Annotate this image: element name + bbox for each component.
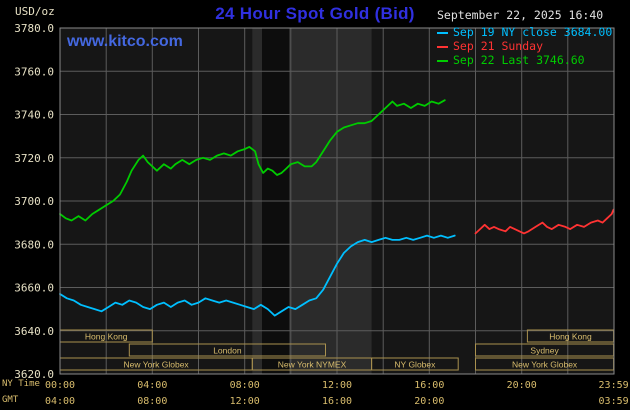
- svg-text:3680.0: 3680.0: [14, 238, 54, 251]
- legend-item-sep21-sunday: Sep 21 Sunday: [437, 39, 612, 53]
- svg-text:3740.0: 3740.0: [14, 109, 54, 122]
- svg-text:16:00: 16:00: [414, 380, 444, 391]
- svg-text:03:59: 03:59: [599, 396, 629, 407]
- svg-text:08:00: 08:00: [230, 380, 260, 391]
- svg-text:3640.0: 3640.0: [14, 325, 54, 338]
- svg-text:3720.0: 3720.0: [14, 152, 54, 165]
- gmt-axis-label: GMT: [2, 395, 19, 405]
- svg-text:20:00: 20:00: [414, 396, 444, 407]
- kitco-watermark-link[interactable]: www.kitco.com: [67, 33, 183, 50]
- svg-text:04:00: 04:00: [45, 396, 75, 407]
- svg-text:London: London: [213, 346, 242, 356]
- svg-text:Sydney: Sydney: [530, 346, 559, 356]
- svg-text:New York NYMEX: New York NYMEX: [278, 360, 347, 370]
- svg-text:20:00: 20:00: [507, 380, 537, 391]
- legend-label: Sep 19 NY close 3684.00: [453, 25, 613, 39]
- legend-item-sep22-last: Sep 22 Last 3746.60: [437, 53, 612, 67]
- chart-title: 24 Hour Spot Gold (Bid): [215, 4, 415, 23]
- svg-text:New York Globex: New York Globex: [123, 360, 189, 370]
- red-line-swatch-icon: [437, 45, 448, 48]
- chart-legend: Sep 19 NY close 3684.00 Sep 21 Sunday Se…: [437, 25, 612, 67]
- svg-text:3780.0: 3780.0: [14, 22, 54, 35]
- cyan-line-swatch-icon: [437, 31, 448, 34]
- green-line-swatch-icon: [437, 59, 448, 62]
- legend-label: Sep 22 Last 3746.60: [453, 53, 585, 67]
- svg-text:NY Globex: NY Globex: [394, 360, 436, 370]
- svg-text:3660.0: 3660.0: [14, 282, 54, 295]
- svg-text:3760.0: 3760.0: [14, 65, 54, 78]
- svg-text:12:00: 12:00: [230, 396, 260, 407]
- svg-text:12:00: 12:00: [322, 380, 352, 391]
- svg-text:Hong Kong: Hong Kong: [85, 332, 128, 342]
- svg-text:3620.0: 3620.0: [14, 368, 54, 381]
- datetime-stamp: September 22, 2025 16:40: [437, 8, 604, 22]
- ny-time-axis-label: NY Time: [2, 379, 40, 389]
- svg-text:Hong Kong: Hong Kong: [549, 332, 592, 342]
- svg-text:3700.0: 3700.0: [14, 195, 54, 208]
- svg-text:00:00: 00:00: [45, 380, 75, 391]
- svg-text:08:00: 08:00: [137, 396, 167, 407]
- legend-label: Sep 21 Sunday: [453, 39, 544, 53]
- svg-text:16:00: 16:00: [322, 396, 352, 407]
- svg-text:New York Globex: New York Globex: [512, 360, 578, 370]
- svg-text:23:59: 23:59: [599, 380, 629, 391]
- svg-text:04:00: 04:00: [137, 380, 167, 391]
- y-axis-unit-label: USD/oz: [15, 5, 55, 18]
- legend-item-sep19-close: Sep 19 NY close 3684.00: [437, 25, 612, 39]
